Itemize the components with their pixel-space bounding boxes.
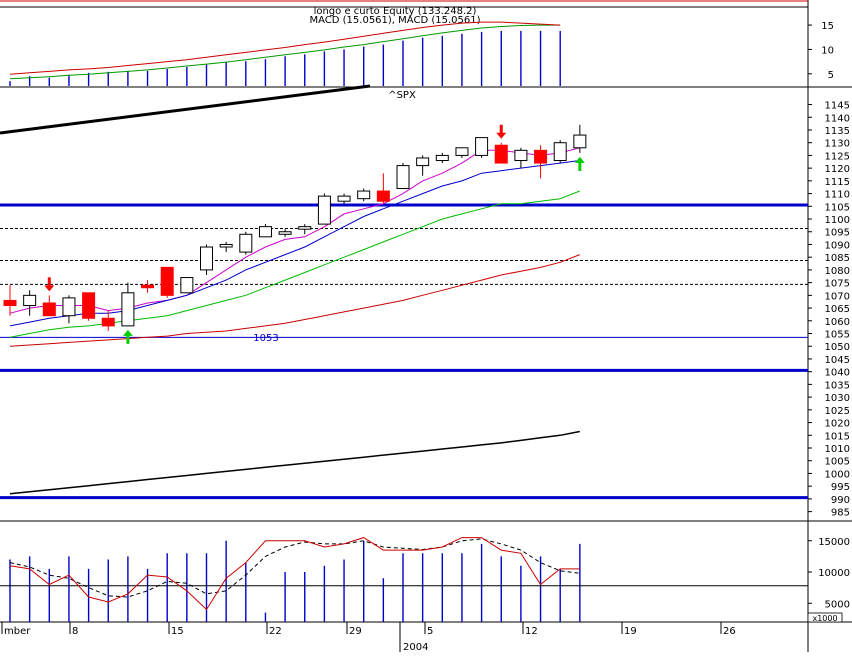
candle-body: [534, 149, 548, 164]
unit-box: [807, 612, 843, 623]
y-tick-label: 1055: [825, 330, 850, 341]
candle-body: [258, 226, 272, 238]
y-tick-label: 1140: [825, 113, 850, 124]
buy-arrow-icon: [122, 329, 133, 344]
x-tick-label: 12: [525, 626, 538, 637]
y-unit-label: x1000: [812, 614, 837, 623]
candle-body: [200, 246, 213, 271]
macd-line: [9, 21, 561, 75]
ma-medium-line: [9, 160, 580, 327]
y-tick-label: 1010: [825, 444, 850, 455]
y-tick-label: 1100: [825, 215, 850, 226]
x-tick-label: 15: [171, 626, 184, 637]
x-tick-label: 5: [427, 626, 433, 637]
candle-body: [337, 195, 351, 202]
x-year-label: 2004: [403, 642, 428, 652]
y-tick-label: 1115: [825, 177, 850, 188]
candle-body: [62, 297, 76, 317]
y-tick-label: 1020: [825, 419, 850, 430]
candle-body: [317, 195, 331, 225]
y-tick-label: 15000: [818, 537, 850, 548]
signal-line: [9, 24, 561, 80]
price-title: ^SPX: [388, 90, 416, 101]
candle-body: [278, 231, 292, 235]
sell-arrow-icon: [44, 277, 55, 292]
candle-body: [3, 299, 17, 307]
y-tick-label: 1035: [825, 380, 850, 391]
candle-body: [141, 284, 155, 289]
y-tick-label: 1015: [825, 431, 850, 442]
candle-body: [475, 137, 489, 156]
candle-body: [573, 134, 587, 149]
candle-body: [160, 266, 174, 296]
y-tick-label: 1095: [825, 228, 850, 239]
candle-body: [121, 292, 135, 327]
y-tick-label: 1050: [825, 342, 850, 353]
volume-line: [9, 537, 580, 611]
candle-body: [23, 294, 37, 307]
y-tick-label: 1060: [825, 317, 850, 328]
y-tick-label: 10000: [818, 568, 850, 579]
candle-body: [180, 277, 194, 294]
y-tick-label: 990: [831, 495, 850, 506]
x-tick-label: 26: [723, 626, 736, 637]
panel-subtitle: MACD (15.0561), MACD (15.0561): [310, 15, 481, 26]
y-tick-label: 1110: [825, 190, 850, 201]
candle-body: [494, 144, 508, 164]
candle-body: [219, 243, 233, 248]
y-tick-label: 1145: [825, 101, 850, 112]
y-tick-label: 1085: [825, 253, 850, 264]
candle-body: [376, 190, 390, 202]
x-tick-label: 19: [624, 626, 637, 637]
ma-longest-line: [9, 254, 580, 347]
y-tick-label: 1135: [825, 126, 850, 137]
y-tick-label: 1005: [825, 457, 850, 468]
buy-arrow-icon: [574, 156, 585, 171]
y-tick-label: 10: [821, 45, 834, 56]
candle-body: [42, 302, 56, 317]
candle-body: [416, 157, 430, 167]
y-tick-label: 1130: [825, 139, 850, 150]
level-annotation: 1053: [253, 333, 278, 344]
y-tick-label: 5000: [825, 599, 850, 610]
y-tick-label: 1080: [825, 266, 850, 277]
y-tick-label: 1070: [825, 291, 850, 302]
x-tick-label: mber: [4, 626, 31, 637]
lower-trend-line: [9, 430, 580, 495]
y-tick-label: 1025: [825, 406, 850, 417]
y-tick-label: 1000: [825, 469, 850, 480]
x-tick-label: 29: [349, 626, 362, 637]
sell-arrow-icon: [496, 124, 507, 139]
x-tick-label: 22: [269, 626, 282, 637]
y-tick-label: 1030: [825, 393, 850, 404]
y-tick-label: 1120: [825, 164, 850, 175]
candle-body: [435, 154, 449, 162]
long-trend-line: [0, 84, 371, 135]
candle-body: [455, 147, 469, 156]
candle-body: [396, 165, 410, 189]
candle-body: [357, 190, 371, 200]
y-tick-label: 995: [831, 482, 850, 493]
y-tick-label: 985: [831, 508, 850, 519]
panel-title: longo e curto Equity (133.248.2): [314, 6, 477, 17]
y-tick-label: 5: [828, 70, 834, 81]
y-tick-label: 1090: [825, 240, 850, 251]
y-tick-label: 1045: [825, 355, 850, 366]
y-tick-label: 1075: [825, 279, 850, 290]
candle-body: [239, 233, 253, 253]
y-tick-label: 1065: [825, 304, 850, 315]
candle-body: [101, 317, 115, 327]
candle-body: [514, 149, 528, 162]
y-tick-label: 1125: [825, 151, 850, 162]
y-tick-label: 1105: [825, 202, 850, 213]
x-tick-label: 8: [72, 626, 78, 637]
candle-body: [82, 292, 96, 319]
candle-body: [553, 142, 567, 162]
candle-body: [298, 226, 312, 230]
y-tick-label: 15: [821, 21, 834, 32]
y-tick-label: 1040: [825, 368, 850, 379]
